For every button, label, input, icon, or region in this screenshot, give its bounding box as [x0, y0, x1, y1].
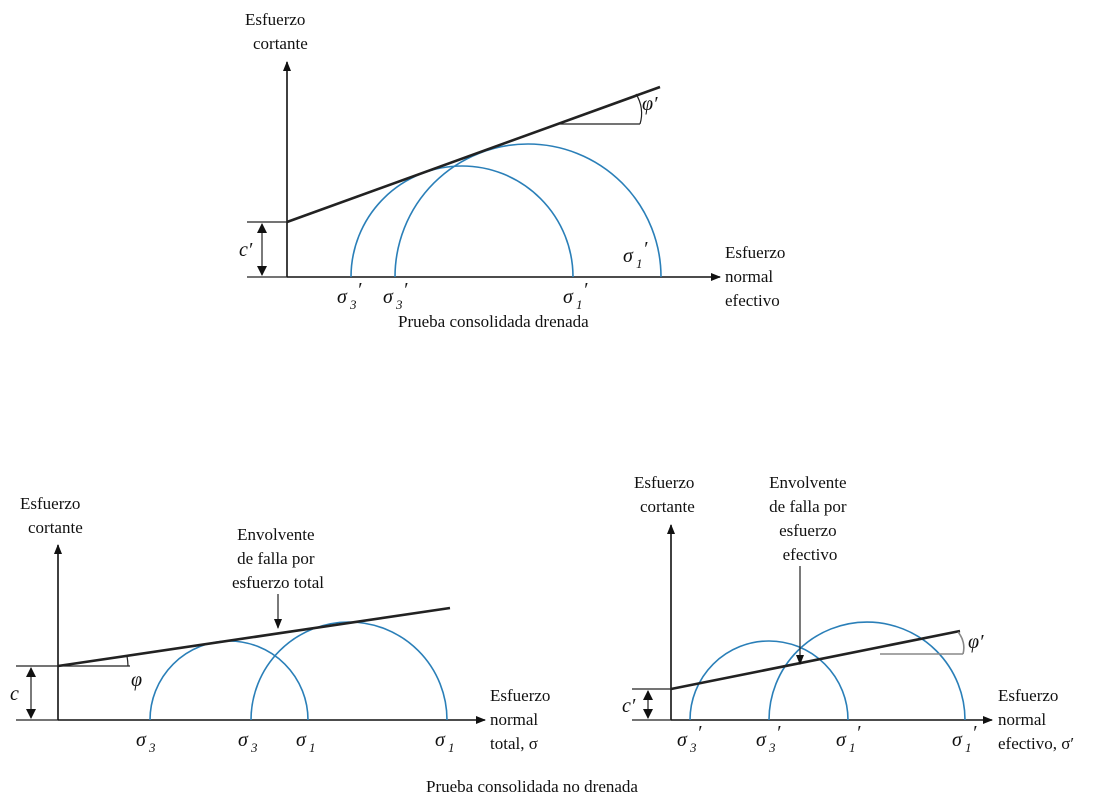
top-sigma1-a: σ 1 ′ — [563, 279, 588, 312]
top-y-label: Esfuerzo cortante — [245, 10, 310, 53]
right-sigma3-b: σ 3 ′ — [756, 722, 781, 755]
right-intercept-label: c′ — [622, 695, 636, 717]
svg-text:3: 3 — [349, 297, 357, 312]
left-angle-arc — [126, 655, 129, 667]
svg-text:′: ′ — [403, 279, 408, 301]
svg-text:1: 1 — [965, 740, 972, 755]
svg-text:3: 3 — [768, 740, 776, 755]
svg-text:′: ′ — [972, 722, 977, 744]
right-sigma1-a: σ 1 ′ — [836, 722, 861, 755]
svg-text:′: ′ — [697, 722, 702, 744]
top-intercept-arrow-up — [257, 223, 267, 233]
left-intercept-label: c — [10, 683, 19, 705]
top-sigma1-b: σ 1 ′ — [623, 238, 648, 271]
left-angle-label: φ — [131, 669, 142, 691]
left-sigma3-b: σ 3 — [238, 729, 258, 755]
left-y-label: Esfuerzo cortante — [20, 494, 85, 537]
svg-text:σ: σ — [756, 729, 767, 751]
svg-text:σ: σ — [623, 245, 634, 267]
right-mohr-circle-large — [768, 621, 966, 721]
svg-text:σ: σ — [136, 729, 147, 751]
left-sigma1-b: σ 1 — [435, 729, 455, 755]
svg-text:σ: σ — [337, 286, 348, 308]
svg-text:1: 1 — [448, 740, 455, 755]
svg-text:1: 1 — [576, 297, 583, 312]
bottom-caption: Prueba consolidada no drenada — [426, 777, 638, 796]
right-failure-envelope — [670, 629, 961, 691]
top-sigma3-a: σ 3 ′ — [337, 279, 362, 312]
top-sigma3-b: σ 3 ′ — [383, 279, 408, 312]
svg-text:σ: σ — [435, 729, 446, 751]
right-intercept-arrow-up — [643, 690, 653, 700]
top-x-label: Esfuerzo normal efectivo — [725, 243, 790, 310]
svg-text:3: 3 — [395, 297, 403, 312]
svg-text:1: 1 — [309, 740, 316, 755]
svg-text:′: ′ — [357, 279, 362, 301]
right-angle-label: φ′ — [968, 631, 984, 653]
svg-text:σ: σ — [677, 729, 688, 751]
left-mohr-circle-large — [250, 621, 448, 721]
top-diagram: Esfuerzo cortante Esfuerzo normal efecti… — [239, 10, 790, 331]
left-mohr-circle-small — [149, 640, 309, 721]
svg-text:3: 3 — [250, 740, 258, 755]
svg-text:σ: σ — [238, 729, 249, 751]
top-angle-arc — [635, 93, 643, 125]
left-intercept-arrow-down — [26, 709, 36, 719]
top-mohr-circle-small — [350, 165, 574, 278]
svg-text:σ: σ — [836, 729, 847, 751]
left-sigma3-a: σ 3 — [136, 729, 156, 755]
top-intercept-label: c′ — [239, 239, 253, 261]
top-failure-envelope — [286, 85, 661, 224]
left-envelope-label: Envolvente de falla por esfuerzo total — [232, 525, 324, 592]
svg-text:σ: σ — [563, 286, 574, 308]
svg-text:3: 3 — [148, 740, 156, 755]
right-angle-arc — [957, 631, 965, 655]
svg-text:′: ′ — [583, 279, 588, 301]
top-mohr-circle-large — [394, 143, 662, 278]
top-angle-label: φ′ — [642, 93, 658, 115]
right-y-label: Esfuerzo cortante — [634, 473, 699, 516]
left-diagram: Esfuerzo cortante Esfuerzo normal total,… — [10, 494, 555, 755]
svg-text:1: 1 — [849, 740, 856, 755]
svg-text:1: 1 — [636, 256, 643, 271]
left-failure-envelope — [57, 606, 451, 668]
svg-text:σ: σ — [296, 729, 307, 751]
left-sigma1-a: σ 1 — [296, 729, 316, 755]
left-intercept-arrow-up — [26, 667, 36, 677]
svg-text:σ: σ — [952, 729, 963, 751]
svg-text:′: ′ — [776, 722, 781, 744]
right-envelope-label: Envolvente de falla por esfuerzo efectiv… — [769, 473, 851, 564]
right-intercept-arrow-down — [643, 709, 653, 719]
top-intercept-arrow-down — [257, 266, 267, 276]
right-x-label: Esfuerzo normal efectivo, σ′ — [998, 686, 1074, 753]
svg-text:σ: σ — [383, 286, 394, 308]
top-caption: Prueba consolidada drenada — [398, 312, 589, 331]
right-sigma1-b: σ 1 ′ — [952, 722, 977, 755]
right-diagram: Esfuerzo cortante Esfuerzo normal efecti… — [622, 473, 1074, 755]
svg-text:′: ′ — [856, 722, 861, 744]
svg-text:3: 3 — [689, 740, 697, 755]
svg-text:′: ′ — [643, 238, 648, 260]
left-x-label: Esfuerzo normal total, σ — [490, 686, 555, 753]
right-sigma3-a: σ 3 ′ — [677, 722, 702, 755]
